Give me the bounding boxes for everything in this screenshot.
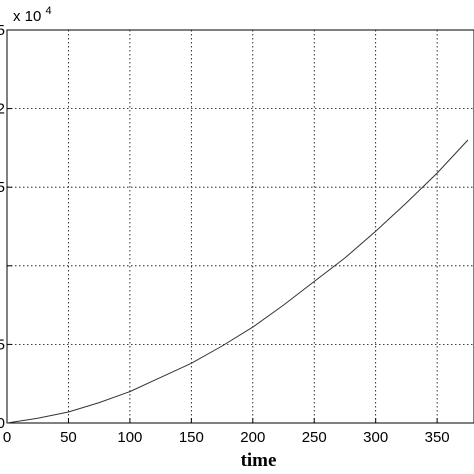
- x-tick-label: 100: [117, 429, 142, 446]
- x-tick-label: 50: [60, 429, 77, 446]
- x-tick-label: 300: [363, 429, 388, 446]
- series-layer: [6, 139, 469, 424]
- grid: [7, 30, 474, 423]
- x-tick-label: 150: [179, 429, 204, 446]
- x-tick-label: 200: [240, 429, 265, 446]
- y-tick-label: 2: [0, 101, 5, 118]
- tick-labels: 0 50 100 150 200 250 300 350 0 5 5 2 5: [0, 22, 450, 446]
- ticks: [6, 29, 438, 424]
- y-tick-label: 5: [0, 179, 5, 196]
- x-tick-label: 0: [3, 429, 11, 446]
- y-tick-label: 5: [0, 22, 5, 39]
- x-tick-label: 350: [425, 429, 450, 446]
- axes-frame: [6, 29, 474, 424]
- y-tick-label: 5: [0, 336, 5, 353]
- y-tick-label: 0: [0, 415, 5, 432]
- y-multiplier-base: x 10: [13, 8, 41, 25]
- x-axis-label: time: [241, 450, 277, 471]
- x-tick-label: 250: [302, 429, 327, 446]
- y-multiplier-exponent: 4: [46, 5, 52, 17]
- y-multiplier: x 10 4: [13, 5, 52, 25]
- series-line: [6, 139, 469, 424]
